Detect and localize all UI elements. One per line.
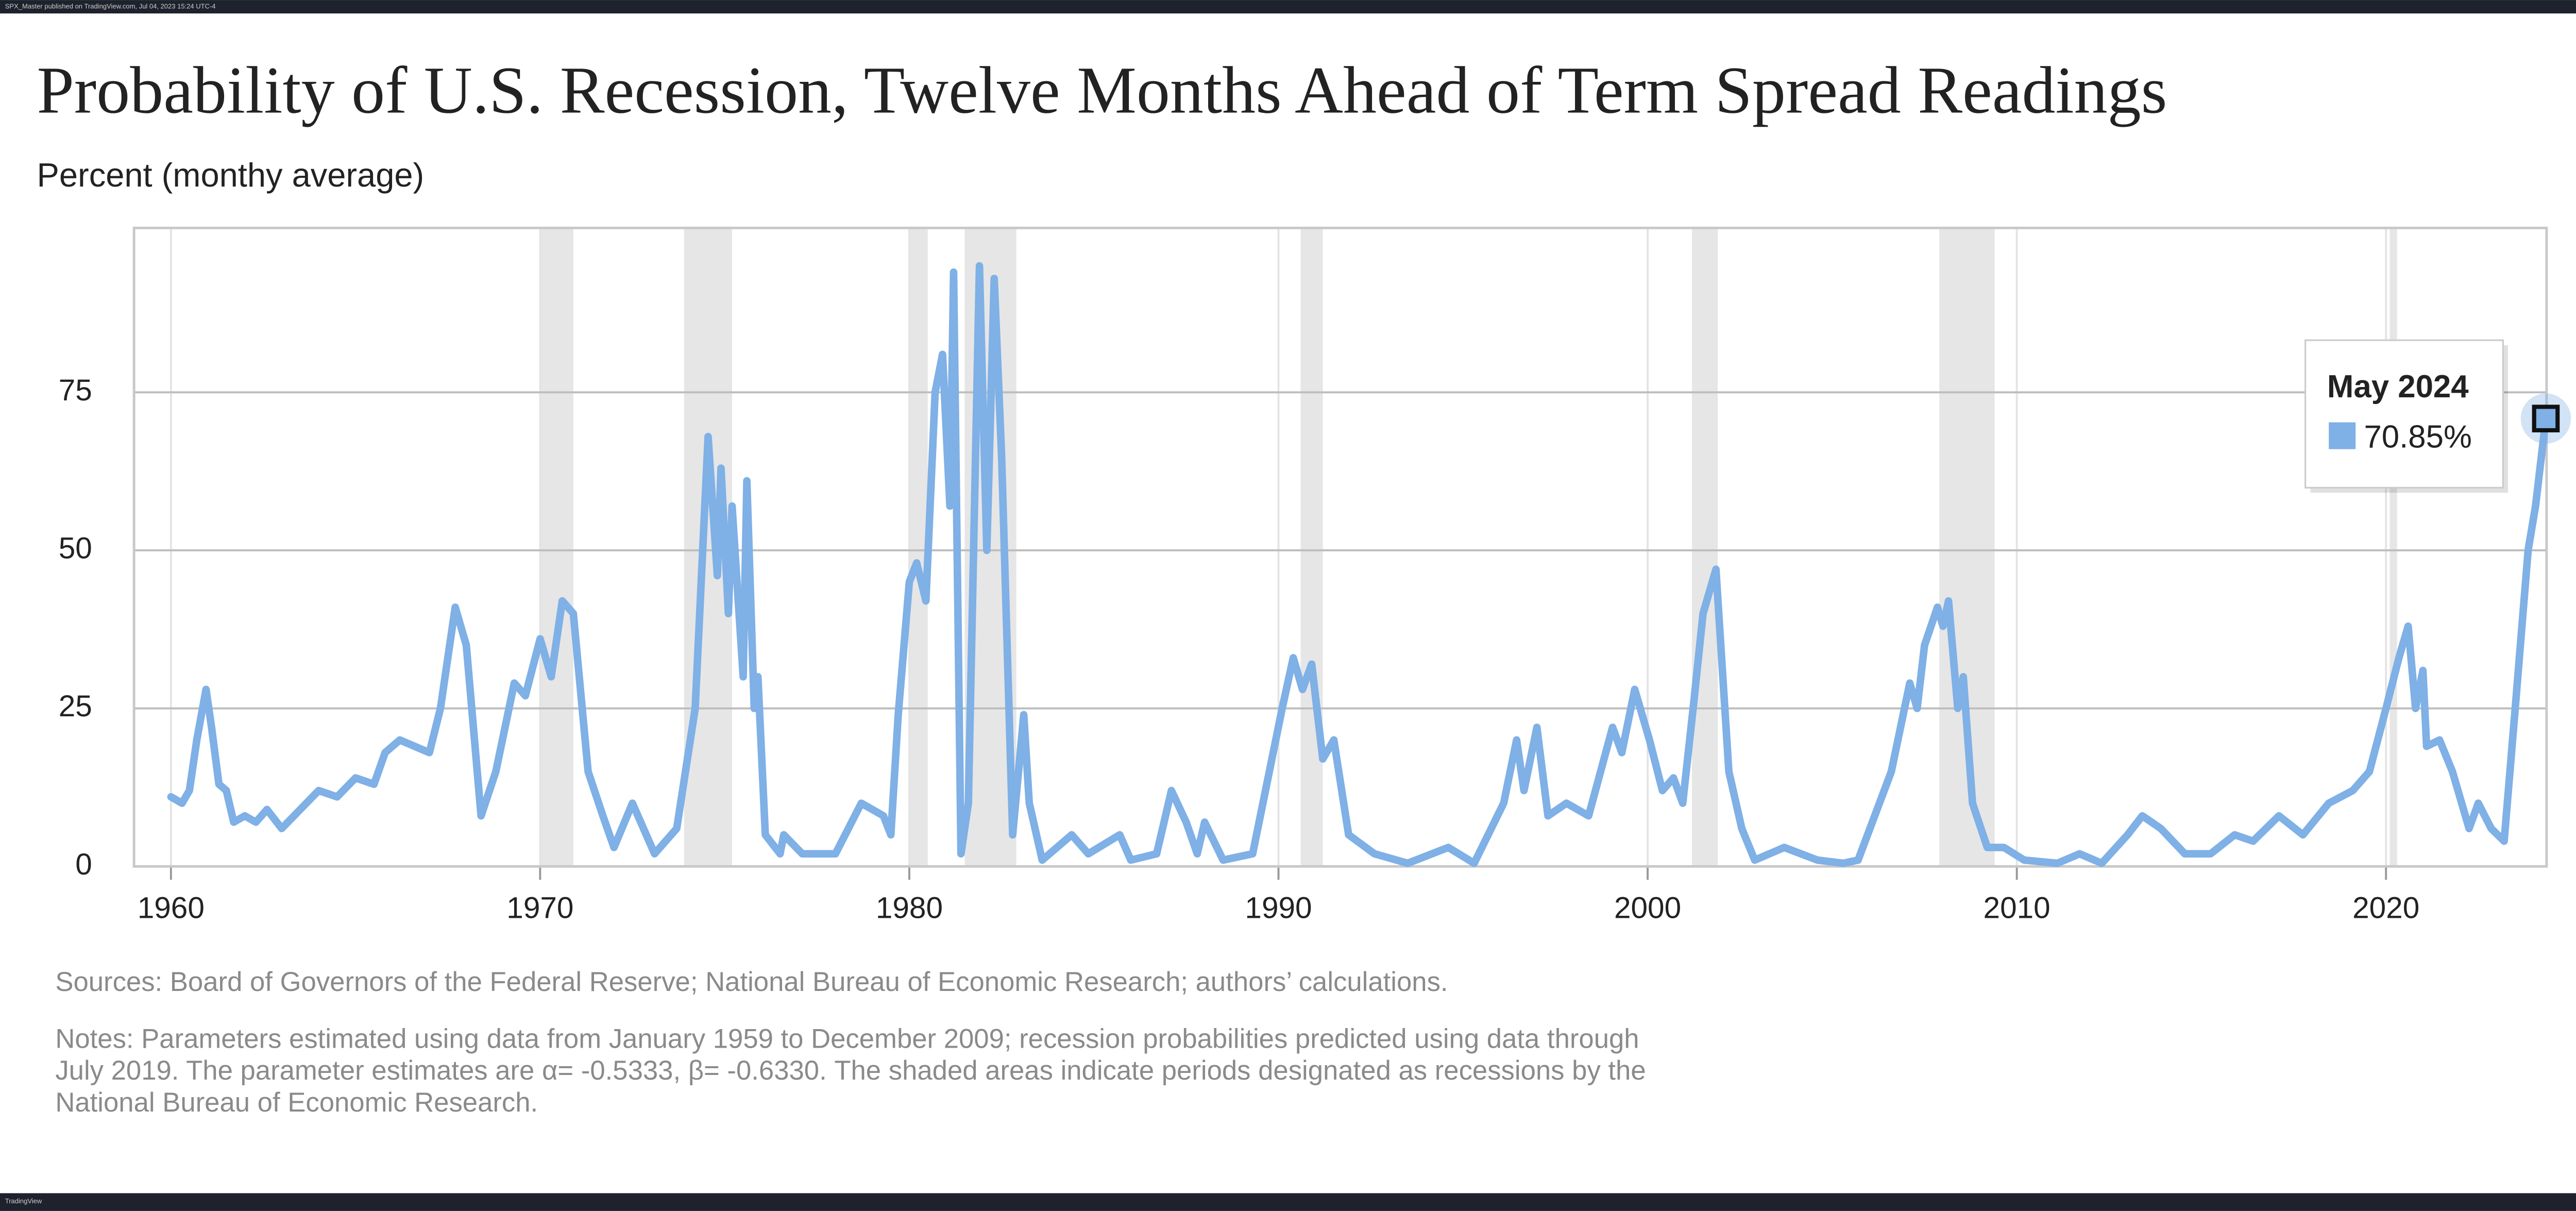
tooltip-swatch bbox=[2329, 422, 2356, 449]
tooltip-value: 70.85% bbox=[2364, 419, 2472, 455]
notes-line: Notes: Parameters estimated using data f… bbox=[55, 1023, 1639, 1054]
series-line bbox=[167, 262, 2550, 867]
x-tick-label: 2020 bbox=[2352, 891, 2419, 924]
x-tick-label: 1980 bbox=[876, 891, 943, 924]
x-tick-label: 2000 bbox=[1614, 891, 1681, 924]
y-tick-label: 75 bbox=[59, 374, 92, 407]
y-tick-label: 0 bbox=[75, 848, 92, 881]
recession-band bbox=[2389, 228, 2397, 867]
y-tick-label: 25 bbox=[59, 689, 92, 723]
sources: Sources: Board of Governors of the Feder… bbox=[55, 967, 1448, 997]
chart-title: Probability of U.S. Recession, Twelve Mo… bbox=[37, 54, 2167, 128]
x-tick-label: 1970 bbox=[506, 891, 573, 924]
notes-line: July 2019. The parameter estimates are α… bbox=[55, 1055, 1646, 1086]
recession-band bbox=[540, 228, 573, 867]
x-tick-label: 1960 bbox=[138, 891, 205, 924]
recession-band bbox=[1300, 228, 1323, 867]
notes-line: National Bureau of Economic Research. bbox=[55, 1087, 538, 1118]
tooltip: May 2024 70.85% bbox=[2304, 339, 2509, 493]
publish-info: SPX_Master published on TradingView.com,… bbox=[5, 3, 216, 10]
tooltip-box bbox=[2304, 339, 2504, 489]
brand: TradingView bbox=[5, 1197, 42, 1205]
x-tick-label: 1990 bbox=[1245, 891, 1312, 924]
plot-frame bbox=[132, 226, 2548, 868]
recession-band bbox=[1692, 228, 1718, 867]
hover-point bbox=[2532, 405, 2560, 433]
tooltip-date: May 2024 bbox=[2327, 369, 2469, 405]
top-bar bbox=[0, 0, 2576, 14]
y-tick-label: 50 bbox=[59, 531, 92, 565]
x-tick-label: 2010 bbox=[1984, 891, 2050, 924]
subtitle: Percent (monthy average) bbox=[37, 156, 425, 194]
bottom-bar bbox=[0, 1193, 2576, 1211]
